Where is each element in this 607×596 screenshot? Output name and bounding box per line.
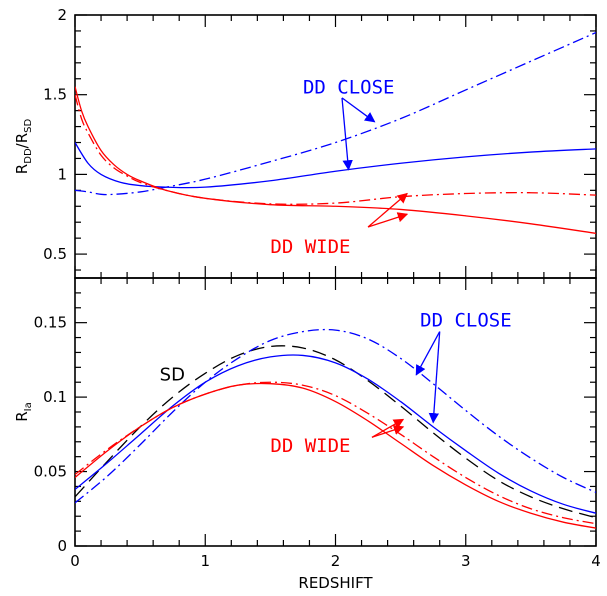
annotation-dd-close: DD CLOSE	[303, 77, 395, 99]
annotation-dd-close: DD CLOSE	[420, 310, 512, 332]
annotation-dd-wide: DD WIDE	[270, 435, 350, 457]
annotation-arrow	[341, 97, 376, 123]
x-tick-label: 1	[200, 552, 210, 570]
y-tick-label: 0.1	[43, 388, 67, 406]
y-tick-label: 1	[57, 165, 67, 183]
annotation-arrow	[367, 212, 409, 228]
annotation-arrow	[371, 424, 405, 438]
annotation-arrow	[341, 97, 353, 171]
x-tick-label: 0	[70, 552, 80, 570]
annotation-sd: SD	[160, 364, 185, 385]
annotation-arrow	[415, 331, 441, 376]
series-line-close-dashdot	[75, 328, 596, 504]
x-tick-label: 4	[591, 552, 601, 570]
x-axis-label: REDSHIFT	[298, 574, 373, 592]
series-line-sd-dashed	[75, 345, 596, 519]
annotation-arrow	[428, 331, 441, 424]
y-tick-label: 0.15	[34, 314, 67, 332]
panel-bottom: 0 0.05 0.1 0.15 0 1 2 3 4 REDSHIFT RIa SD DD CLOSE DD…	[13, 277, 601, 592]
series-line-close-solid	[75, 354, 596, 514]
series-line-close-dashdot	[75, 31, 596, 196]
y-axis-label: RDD/RSD	[13, 119, 34, 175]
y-tick-label: 0	[57, 537, 67, 555]
series-line-wide-dashdot	[75, 94, 596, 205]
y-tick-label: 2	[57, 6, 67, 24]
annotation-arrow	[367, 192, 408, 228]
plot-frame-bottom	[74, 277, 597, 547]
y-tick-label: 0.05	[34, 463, 67, 481]
x-tick-label: 2	[331, 552, 341, 570]
annotation-dd-wide: DD WIDE	[270, 236, 350, 258]
y-tick-label: 0.5	[43, 245, 67, 263]
annotation-arrow	[371, 418, 405, 438]
y-axis-label: RIa	[13, 402, 34, 422]
panel-top: 0.5 1 1.5 2 RDD/RSD DD CLOSE DD WIDE	[13, 6, 597, 279]
series-line-wide-dashdot	[75, 381, 596, 525]
y-tick-label: 1.5	[43, 86, 67, 104]
series-line-wide-solid	[75, 86, 596, 235]
series-line-close-solid	[75, 142, 596, 189]
x-tick-label: 3	[461, 552, 471, 570]
